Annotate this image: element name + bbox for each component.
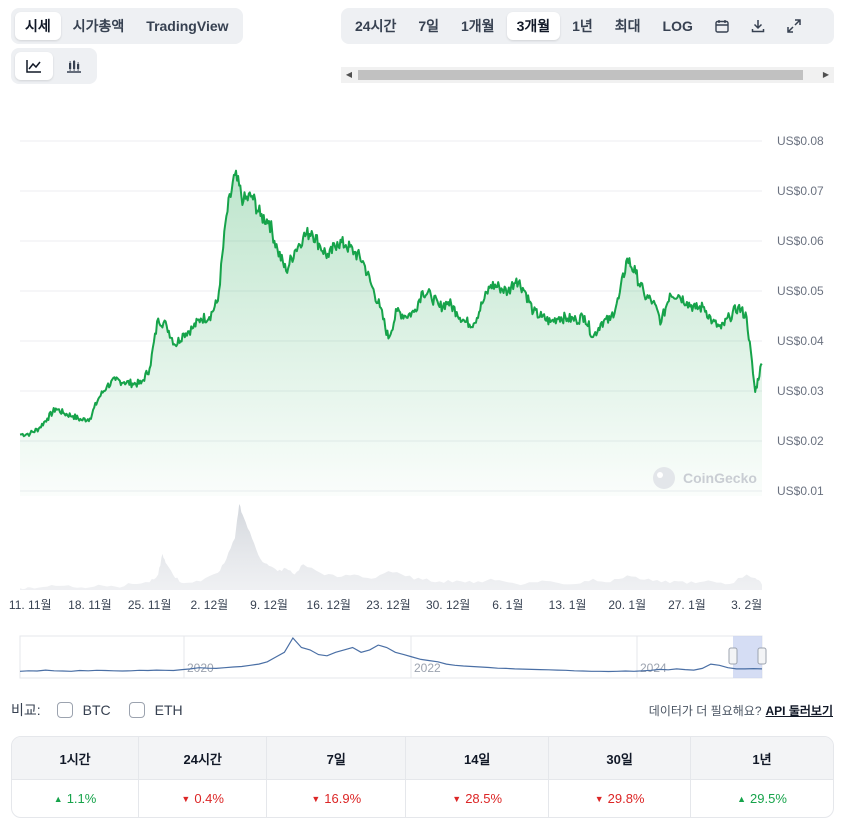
- compare-btc-checkbox[interactable]: BTC: [56, 702, 111, 718]
- range-option-5[interactable]: 최대: [614, 18, 641, 34]
- navigator[interactable]: 2020 2022 2024: [19, 635, 767, 679]
- y-tick-label: US$0.02: [777, 434, 824, 448]
- caret-down-icon: ▼: [452, 793, 462, 804]
- range-option-0[interactable]: 24시간: [355, 18, 397, 34]
- watermark: CoinGecko: [653, 467, 757, 489]
- api-link[interactable]: API 둘러보기: [765, 704, 834, 718]
- y-tick-label: US$0.07: [777, 184, 824, 198]
- period-header: 7일: [267, 737, 407, 779]
- range-option-6[interactable]: LOG: [662, 18, 693, 34]
- y-tick-label: US$0.04: [777, 334, 824, 348]
- x-tick-label: 25. 11월: [128, 598, 172, 612]
- scroll-thumb[interactable]: [358, 70, 803, 80]
- candlestick-chart-icon[interactable]: [55, 52, 93, 80]
- y-tick-label: US$0.03: [777, 384, 824, 398]
- table-row: ▲ 1.1% ▼ 0.4% ▼ 16.9% ▼ 28.5% ▼ 29.8% ▲ 29.5%: [12, 779, 833, 817]
- chart-type-toggle: [11, 48, 97, 84]
- range-option-4[interactable]: 1년: [572, 18, 593, 34]
- table-header: 1시간 24시간 7일 14일 30일 1년: [12, 737, 833, 779]
- view-tabs: 시세 시가총액 TradingView: [11, 8, 243, 44]
- time-range-bar: 24시간 7일 1개월 3개월 1년 최대 LOG: [341, 8, 834, 44]
- x-tick-label: 13. 1월: [549, 598, 587, 612]
- range-option-3[interactable]: 3개월: [506, 12, 561, 40]
- change-value: 1.1%: [66, 791, 97, 806]
- period-header: 24시간: [139, 737, 268, 779]
- tab-2[interactable]: TradingView: [146, 18, 229, 34]
- period-header: 30일: [549, 737, 692, 779]
- x-tick-label: 9. 12월: [250, 598, 288, 612]
- x-tick-label: 27. 1월: [668, 598, 706, 612]
- range-scrollbar[interactable]: ◀ ▶: [341, 67, 834, 83]
- x-tick-label: 11. 11월: [9, 598, 52, 612]
- checkbox-box[interactable]: [128, 702, 145, 718]
- x-tick-label: 2. 12월: [190, 598, 228, 612]
- change-value: 16.9%: [324, 791, 362, 806]
- x-axis-ticks: 11. 11월 18. 11월 25. 11월 2. 12월 9. 12월 16. 12월…: [9, 598, 762, 612]
- navigator-handle-left[interactable]: [728, 647, 738, 665]
- y-tick-label: US$0.01: [777, 484, 824, 498]
- x-tick-label: 6. 1월: [492, 598, 523, 612]
- compare-section: 비교: BTC ETH: [11, 700, 201, 720]
- y-axis-ticks: US$0.08 US$0.07 US$0.06 US$0.05 US$0.04 US$0.…: [777, 134, 824, 498]
- price-change-table: 1시간 24시간 7일 14일 30일 1년 ▲ 1.1% ▼ 0.4% ▼ 16.9% ▼ 28.5%…: [11, 736, 834, 818]
- period-header: 1년: [752, 751, 772, 767]
- tab-1[interactable]: 시가총액: [72, 18, 125, 34]
- scroll-left-arrow-icon[interactable]: ◀: [345, 70, 353, 79]
- more-data-text: 데이터가 더 필요해요?: [648, 704, 762, 718]
- change-value: 0.4%: [194, 791, 224, 806]
- change-cell: ▲ 1.1%: [12, 780, 140, 817]
- compare-eth-checkbox[interactable]: ETH: [128, 702, 183, 718]
- change-cell: ▼ 16.9%: [267, 780, 407, 817]
- price-line: [19, 169, 763, 438]
- x-tick-label: 23. 12월: [366, 598, 410, 612]
- caret-down-icon: ▼: [311, 793, 321, 804]
- navigator-line: [19, 636, 763, 673]
- change-value: 29.5%: [750, 791, 787, 806]
- x-tick-label: 16. 12월: [307, 598, 351, 612]
- caret-up-icon: ▲: [53, 793, 63, 804]
- range-option-1[interactable]: 7일: [418, 18, 440, 34]
- y-tick-label: US$0.06: [777, 234, 824, 248]
- calendar-icon[interactable]: [705, 12, 739, 40]
- x-tick-label: 20. 1월: [608, 598, 646, 612]
- caret-down-icon: ▼: [594, 793, 604, 804]
- x-tick-label: 18. 11월: [68, 598, 112, 612]
- caret-down-icon: ▼: [181, 793, 191, 804]
- line-chart-icon[interactable]: [15, 52, 53, 80]
- watermark-text: CoinGecko: [683, 470, 757, 486]
- more-data-prompt: 데이터가 더 필요해요? API 둘러보기: [649, 702, 833, 719]
- change-cell: ▼ 29.8%: [549, 780, 692, 817]
- period-header: 14일: [406, 737, 550, 779]
- y-tick-label: US$0.08: [777, 134, 824, 148]
- change-cell: ▼ 28.5%: [406, 780, 550, 817]
- caret-up-icon: ▲: [737, 793, 747, 804]
- checkbox-box[interactable]: [56, 702, 73, 718]
- volume-area: [20, 504, 762, 590]
- navigator-year-label: 2024: [640, 661, 667, 675]
- change-cell: ▲ 29.5%: [691, 780, 833, 817]
- navigator-handle-right[interactable]: [757, 647, 767, 665]
- navigator-selection[interactable]: [733, 636, 762, 678]
- range-option-2[interactable]: 1개월: [461, 18, 495, 34]
- change-value: 29.8%: [607, 791, 645, 806]
- change-value: 28.5%: [465, 791, 503, 806]
- x-tick-label: 3. 2월: [731, 598, 762, 612]
- download-icon[interactable]: [741, 12, 775, 40]
- price-chart[interactable]: US$0.08 US$0.07 US$0.06 US$0.05 US$0.04 US$0.…: [0, 120, 847, 685]
- scroll-right-arrow-icon[interactable]: ▶: [822, 70, 830, 79]
- tab-0[interactable]: 시세: [15, 12, 61, 40]
- change-cell: ▼ 0.4%: [139, 780, 268, 817]
- x-tick-label: 30. 12월: [426, 598, 470, 612]
- compare-btc-label: BTC: [82, 702, 111, 718]
- coingecko-logo-icon: [653, 467, 675, 489]
- compare-eth-label: ETH: [154, 702, 183, 718]
- y-tick-label: US$0.05: [777, 284, 824, 298]
- expand-icon[interactable]: [777, 12, 811, 40]
- period-header: 1시간: [12, 737, 140, 779]
- compare-label: 비교:: [11, 702, 41, 718]
- navigator-year-label: 2022: [414, 661, 441, 675]
